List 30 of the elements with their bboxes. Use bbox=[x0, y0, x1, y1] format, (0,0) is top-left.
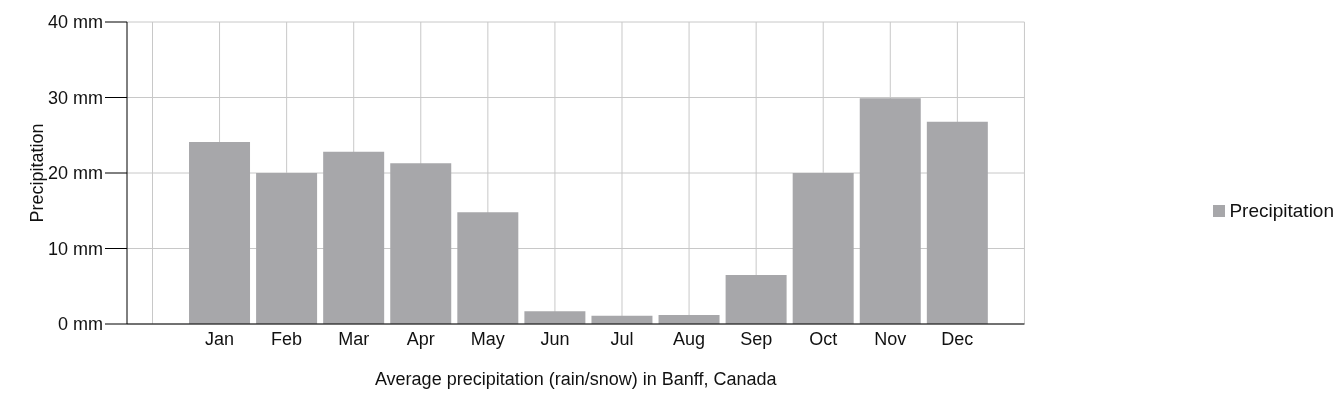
bar bbox=[256, 173, 318, 324]
bar bbox=[457, 212, 519, 324]
y-axis-title: Precipitation bbox=[27, 123, 48, 223]
y-tick-label: 10 mm bbox=[47, 238, 103, 259]
bar bbox=[926, 121, 988, 324]
x-tick-label: May bbox=[470, 328, 505, 349]
x-tick-label: Jul bbox=[610, 328, 634, 349]
x-tick-label: Nov bbox=[874, 328, 907, 349]
bar bbox=[725, 274, 787, 324]
x-tick-label: Dec bbox=[941, 328, 974, 349]
bar bbox=[390, 163, 452, 324]
y-tick-label: 20 mm bbox=[47, 163, 103, 184]
x-tick-label: Mar bbox=[338, 328, 370, 349]
x-tick-label: Jan bbox=[205, 328, 235, 349]
bar bbox=[323, 151, 385, 324]
legend-label: Precipitation bbox=[1229, 199, 1334, 221]
bar bbox=[189, 142, 251, 324]
y-tick-label: 40 mm bbox=[47, 12, 103, 33]
x-tick-label: Oct bbox=[809, 328, 838, 349]
bar bbox=[524, 311, 586, 324]
y-tick-label: 30 mm bbox=[47, 87, 103, 108]
x-axis-title: Average precipitation (rain/snow) in Banff, Canada bbox=[374, 368, 778, 389]
x-tick-label: Apr bbox=[406, 328, 435, 349]
x-tick-label: Feb bbox=[271, 328, 303, 349]
x-tick-label: Jun bbox=[540, 328, 570, 349]
x-tick-label: Sep bbox=[740, 328, 773, 349]
bar bbox=[859, 98, 921, 324]
bar bbox=[792, 173, 854, 324]
y-tick-label: 0 mm bbox=[58, 314, 103, 335]
x-tick-label: Aug bbox=[673, 328, 706, 349]
